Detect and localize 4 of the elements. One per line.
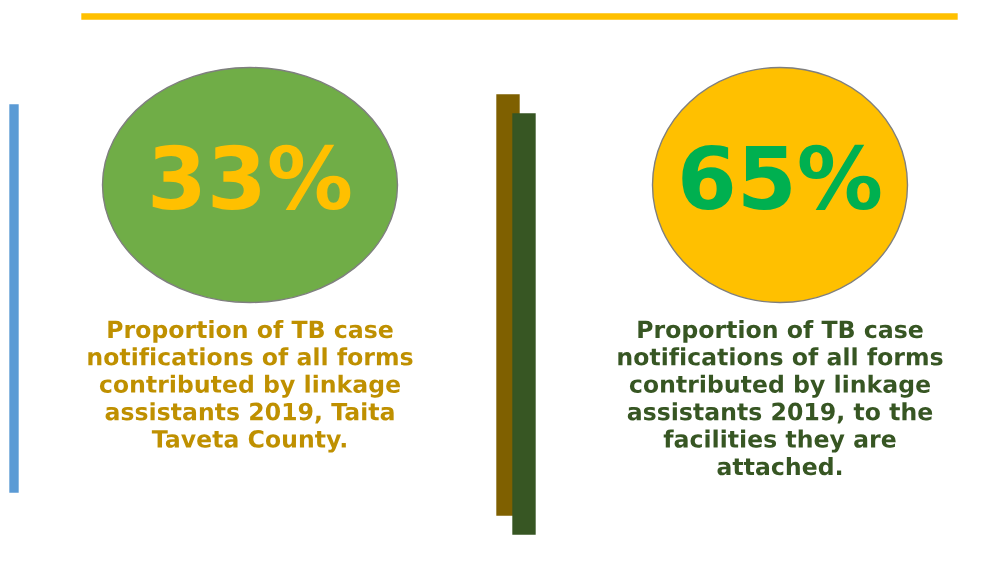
text: Proportion of TB case notifications of all forms contributed by linkage assistants 2019, Taita Taveta County.	[88, 320, 413, 453]
data-label: 65%	[682, 144, 881, 210]
data-label: 33%	[152, 144, 351, 210]
text: Proportion of TB case notifications of all forms contributed by linkage assistants 2019, to the facilities they are attached.	[618, 320, 943, 476]
